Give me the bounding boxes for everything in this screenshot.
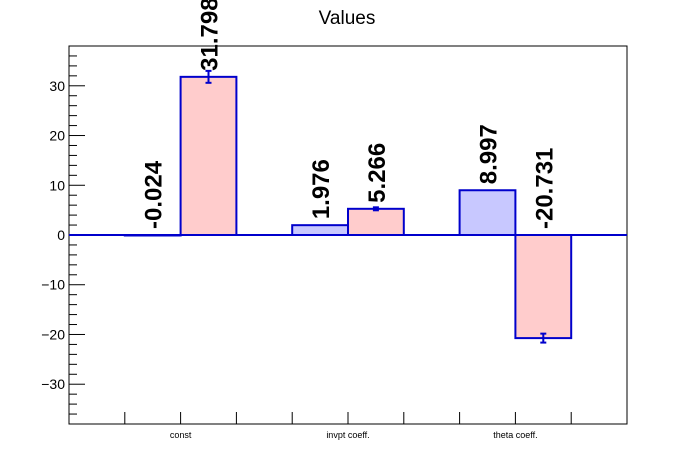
data-label: 8.997 — [476, 124, 503, 184]
bar — [347, 207, 405, 236]
bar — [179, 75, 238, 236]
bar — [514, 234, 573, 340]
y-tick-label: 20 — [49, 128, 65, 144]
bar — [458, 189, 517, 237]
data-label: 5.266 — [364, 143, 391, 203]
y-tick-label: 0 — [57, 227, 65, 243]
y-tick-label: 30 — [49, 78, 65, 94]
x-tick-label: invpt coeff. — [326, 430, 369, 440]
y-tick-label: −30 — [41, 376, 65, 392]
y-tick-label: 10 — [49, 177, 65, 193]
data-label: -0.024 — [141, 160, 168, 229]
x-tick-label: const — [170, 430, 192, 440]
x-tick-label: theta coeff. — [493, 430, 537, 440]
bar — [291, 224, 350, 236]
chart-title: Values — [319, 8, 376, 29]
data-label: 1.976 — [308, 159, 335, 219]
data-label: 31.798 — [197, 0, 224, 71]
y-tick-label: −10 — [41, 277, 65, 293]
y-tick-label: −20 — [41, 326, 65, 342]
data-label: -20.731 — [531, 148, 558, 229]
